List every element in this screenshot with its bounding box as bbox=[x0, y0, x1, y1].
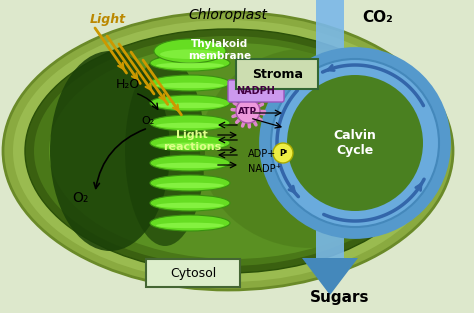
Ellipse shape bbox=[3, 12, 453, 290]
Ellipse shape bbox=[156, 123, 224, 128]
Circle shape bbox=[267, 55, 443, 231]
Ellipse shape bbox=[150, 195, 230, 211]
Circle shape bbox=[273, 143, 293, 163]
Ellipse shape bbox=[150, 75, 230, 91]
Text: Thylakoid
membrane: Thylakoid membrane bbox=[189, 39, 252, 61]
Ellipse shape bbox=[150, 155, 230, 171]
Text: CO₂: CO₂ bbox=[363, 9, 393, 24]
FancyBboxPatch shape bbox=[236, 59, 318, 89]
Ellipse shape bbox=[150, 55, 230, 71]
Ellipse shape bbox=[156, 143, 224, 148]
Ellipse shape bbox=[25, 29, 431, 273]
Circle shape bbox=[271, 59, 439, 227]
Bar bbox=[316, 0, 344, 23]
Ellipse shape bbox=[125, 56, 205, 246]
Text: O₂: O₂ bbox=[72, 191, 88, 205]
Text: H₂O: H₂O bbox=[116, 79, 140, 91]
Ellipse shape bbox=[150, 115, 230, 131]
Ellipse shape bbox=[34, 36, 422, 266]
Bar bbox=[316, 23, 344, 263]
Ellipse shape bbox=[160, 49, 220, 59]
Ellipse shape bbox=[154, 39, 226, 63]
Ellipse shape bbox=[156, 203, 224, 208]
Text: NADP⁺: NADP⁺ bbox=[248, 164, 281, 174]
Ellipse shape bbox=[156, 63, 224, 68]
Circle shape bbox=[236, 99, 260, 123]
FancyBboxPatch shape bbox=[146, 259, 240, 287]
Text: Cytosol: Cytosol bbox=[170, 266, 216, 280]
Text: Light: Light bbox=[90, 13, 126, 27]
FancyBboxPatch shape bbox=[228, 80, 284, 102]
Text: Stroma: Stroma bbox=[253, 68, 303, 80]
Ellipse shape bbox=[150, 135, 230, 151]
Text: NADPH: NADPH bbox=[237, 86, 275, 96]
Ellipse shape bbox=[49, 43, 417, 259]
Ellipse shape bbox=[156, 182, 224, 188]
Circle shape bbox=[287, 75, 423, 211]
Text: Calvin
Cycle: Calvin Cycle bbox=[334, 129, 376, 157]
Circle shape bbox=[293, 81, 417, 205]
Text: Light
reactions: Light reactions bbox=[163, 130, 221, 152]
Text: ATP: ATP bbox=[238, 106, 257, 115]
Text: O₂: O₂ bbox=[141, 116, 155, 126]
Polygon shape bbox=[302, 258, 358, 295]
Text: Chloroplast: Chloroplast bbox=[189, 8, 267, 22]
Text: Pᴵ: Pᴵ bbox=[279, 148, 287, 157]
Ellipse shape bbox=[200, 48, 420, 248]
Text: ADP+: ADP+ bbox=[248, 149, 276, 159]
Text: Sugars: Sugars bbox=[310, 290, 370, 305]
Ellipse shape bbox=[150, 215, 230, 231]
Ellipse shape bbox=[150, 95, 230, 111]
Ellipse shape bbox=[156, 103, 224, 108]
Ellipse shape bbox=[13, 20, 443, 282]
Ellipse shape bbox=[156, 223, 224, 228]
Ellipse shape bbox=[156, 83, 224, 88]
Ellipse shape bbox=[150, 175, 230, 191]
Ellipse shape bbox=[156, 162, 224, 168]
Ellipse shape bbox=[50, 51, 170, 251]
